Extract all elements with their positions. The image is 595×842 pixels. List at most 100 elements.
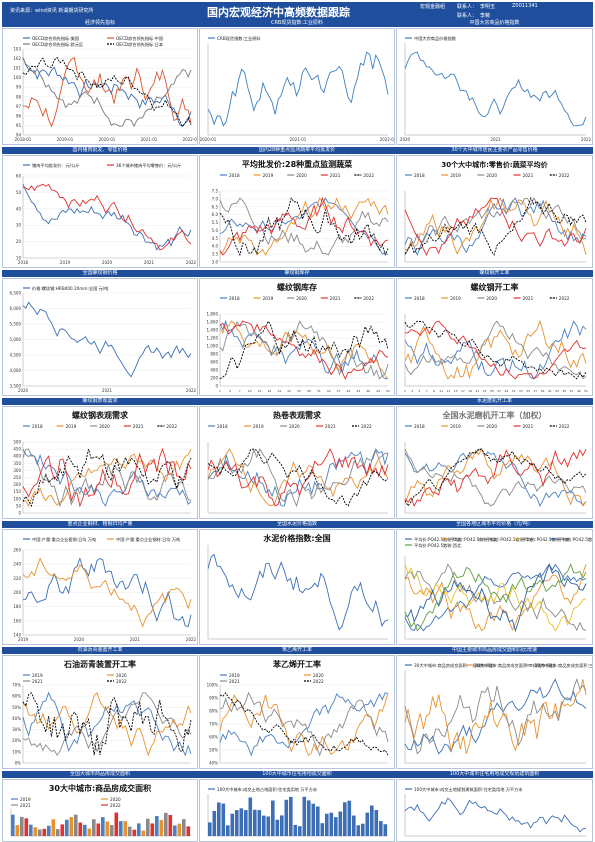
row-band-3	[2, 398, 593, 405]
chart-svg-land_plan: 100大中城市:成交土地规划建筑面积:住宅类用地 万平方米	[404, 786, 587, 837]
legend-label: 2019	[450, 424, 461, 429]
y-tick-label: 90%	[209, 696, 218, 701]
y-tick-label: 50%	[209, 748, 218, 753]
chart-title: 水泥价格指数:全国	[262, 533, 330, 543]
bar	[159, 820, 164, 836]
chart-title: 30个大中城市:零售价:蔬菜平均价	[441, 160, 548, 169]
legend-label: 价格:螺纹钢:HRB400 20mm:全国 元/吨	[32, 285, 109, 292]
y-tick-label: 0%	[15, 761, 22, 766]
series-line	[219, 196, 389, 256]
chart-title: 全国水泥磨机开工率（加权）	[442, 410, 547, 420]
chart-svg-regional: 平均价:PO42.5散装:华北平均价:PO42.5散装:东北平均价:PO42.5…	[404, 536, 592, 640]
bar	[20, 816, 24, 836]
y-tick-label: 101	[13, 66, 21, 71]
series-line	[22, 557, 192, 628]
y-tick-label: 70%	[12, 683, 21, 688]
legend-label: 2018	[414, 296, 425, 301]
bar	[221, 803, 226, 836]
bar	[24, 818, 29, 836]
chart-svg-crb: CRB现货指数:工业原料 2020-01 2021-01 2022-01	[200, 35, 394, 142]
legend-label: 2019	[32, 673, 43, 678]
bar	[92, 819, 96, 836]
series-line	[404, 678, 587, 755]
panel-title: 全国水泥价格指数	[276, 521, 317, 527]
panel-title: 中国大宗商品价格指数	[469, 20, 520, 26]
panel-title: 螺纹钢表观需求	[82, 398, 118, 404]
legend-label: 2021	[20, 803, 31, 808]
x-tick-label: 2018-01	[15, 137, 32, 142]
bar	[262, 815, 266, 836]
series-line	[404, 197, 587, 256]
x-tick-label: 41	[548, 389, 552, 393]
legend-label: CRB现货指数:工业原料	[217, 35, 261, 42]
series-line	[207, 448, 389, 507]
bar	[226, 825, 230, 836]
bar	[38, 829, 42, 836]
y-tick-label: 103	[13, 47, 21, 52]
x-tick-label: 2021-01	[141, 137, 158, 142]
chart-panel-rebar_op: 螺纹钢开工率 2018 2019 2020 2021 2022 1 3 5 7 9 11 13 15 17 1…	[396, 278, 593, 396]
chart-svg-asphalt: 石油沥青装置开工率 2019 2020 2021 2022 70% 60% 50% 40% 30%…	[12, 659, 192, 766]
x-tick-label: 9	[433, 389, 435, 393]
series-line	[219, 320, 389, 380]
y-tick-label: 400	[210, 368, 218, 373]
series-line	[404, 562, 587, 633]
legend-label: 猪肉平均批发价：元/公斤	[32, 162, 79, 169]
legend-label: 2020	[296, 296, 307, 301]
y-tick-label: 800	[210, 352, 218, 357]
legend-label: 30大中城市:商品房成交面积:一线城市:同比	[414, 662, 495, 669]
legend-label: 2018	[217, 424, 228, 429]
x-tick-label: 2019	[18, 637, 29, 642]
x-tick-label: 22	[287, 389, 291, 393]
chart-svg-cement_op: 全国水泥磨机开工率（加权） 2018 2019 2020 2021 2022	[404, 410, 587, 514]
y-tick-label: 99	[16, 85, 22, 90]
x-tick-label: 1	[219, 389, 221, 393]
chart-svg-housing_yoy: 30大中城市:商品房成交面积:一线城市:同比30大中城市:商品房成交面积:二线城…	[404, 662, 592, 764]
x-tick-label: 2021	[102, 388, 113, 393]
x-tick-label: 2020-01	[99, 137, 116, 142]
bar	[356, 825, 361, 836]
y-tick-label: 6.0	[212, 212, 219, 217]
legend-label: OECD综合领先指标:中国	[116, 35, 163, 42]
legend-label: 2019	[66, 424, 77, 429]
chart-title: 螺纹钢表观需求	[72, 410, 129, 420]
bar	[182, 819, 186, 836]
x-tick-label: 31	[512, 389, 516, 393]
legend-label: 2018	[229, 296, 240, 301]
legend-label: 30大中城市:商品房成交面积:三线城市:同比	[535, 662, 592, 669]
bar	[168, 815, 173, 836]
chart-panel-cement_op: 全国水泥磨机开工率（加权） 2018 2019 2020 2021 2022	[396, 406, 593, 519]
bar	[253, 809, 257, 836]
y-tick-label: 1,200	[207, 336, 219, 341]
bar	[65, 819, 69, 836]
bar	[128, 826, 132, 836]
legend-label: 2021	[330, 173, 341, 178]
chart-title: 苯乙烯开工率	[272, 659, 321, 669]
y-tick-label: 140	[13, 633, 21, 638]
legend-label: 2021	[523, 424, 534, 429]
x-tick-label: 52	[386, 389, 390, 393]
series-line	[23, 557, 192, 628]
series-line	[404, 197, 587, 256]
bar	[56, 829, 60, 836]
row-band-1	[2, 147, 593, 154]
legend-label: 平均价:PO42.5散装:西北	[414, 542, 462, 549]
bar	[244, 810, 248, 836]
y-tick-label: 95	[16, 123, 22, 128]
y-tick-label: 4,500	[10, 353, 22, 358]
legend-label: 100大中城市:成交土地规划建筑面积:住宅类用地 万平方米	[414, 786, 523, 793]
series-line	[404, 448, 587, 507]
bar	[271, 800, 275, 836]
legend-label: 30大中城市:商品房成交面积:二线城市:同比	[474, 662, 555, 669]
x-tick-label: 2020	[18, 388, 29, 393]
x-tick-label: 28	[307, 389, 311, 393]
y-tick-label: 50	[16, 503, 22, 508]
chart-panel-rebar_dem: 螺纹钢表观需求 2018 2019 2020 2021 2022 500 450 400 350 3…	[2, 406, 198, 519]
bar	[137, 823, 141, 836]
bar	[370, 805, 374, 836]
series-line	[219, 691, 389, 757]
x-tick-label: 5	[419, 389, 421, 393]
row-band-0	[2, 20, 593, 27]
x-tick-label: 4	[229, 389, 231, 393]
